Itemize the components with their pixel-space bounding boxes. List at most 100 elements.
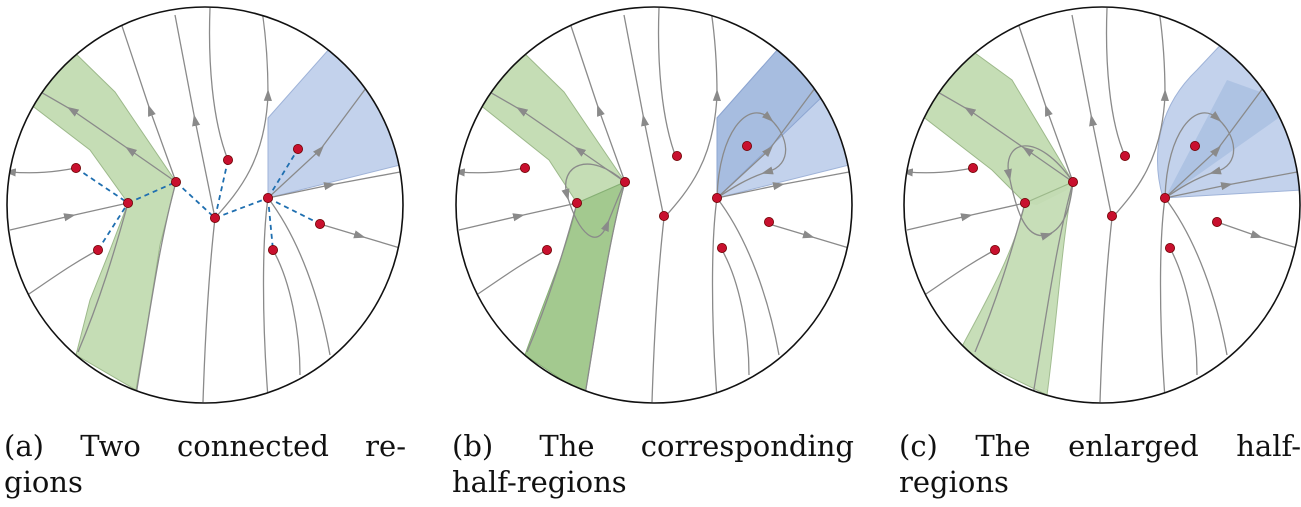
node bbox=[1020, 197, 1031, 208]
node bbox=[520, 162, 531, 173]
flow-line bbox=[1169, 247, 1198, 376]
dashed-edge bbox=[267, 197, 274, 251]
flow-line bbox=[1032, 181, 1074, 396]
caption-b-line1: (b) The corresponding bbox=[452, 429, 854, 463]
green-half-region-upper bbox=[478, 49, 626, 204]
dashed-edge bbox=[267, 148, 299, 199]
flow-line bbox=[456, 167, 526, 177]
flow-line bbox=[1105, 7, 1126, 157]
node bbox=[123, 197, 134, 208]
flow-line bbox=[1111, 9, 1169, 219]
flow-line bbox=[262, 197, 269, 399]
blue-enlarged-region-dark bbox=[1165, 80, 1297, 198]
flow-line bbox=[711, 197, 718, 399]
nodes bbox=[520, 140, 774, 255]
node bbox=[170, 176, 181, 187]
panel-b bbox=[455, 6, 853, 404]
node bbox=[292, 143, 303, 154]
flow-line bbox=[135, 181, 177, 396]
dashed-edges bbox=[75, 148, 321, 251]
flow-line bbox=[267, 197, 331, 356]
flow-line bbox=[174, 14, 216, 219]
flow-line bbox=[916, 79, 1074, 183]
flow-line bbox=[1216, 221, 1298, 249]
flow-line bbox=[904, 167, 974, 177]
flow-line bbox=[7, 167, 77, 177]
node bbox=[711, 192, 722, 203]
flow-line bbox=[468, 79, 626, 183]
caption-b-line2: half-regions bbox=[452, 465, 627, 499]
panel-a bbox=[6, 6, 404, 404]
flow-line bbox=[464, 249, 548, 304]
flow-line bbox=[19, 79, 177, 183]
flow-line bbox=[657, 7, 678, 161]
node bbox=[1119, 150, 1130, 161]
dashed-edge bbox=[97, 202, 129, 251]
flow-line bbox=[1071, 14, 1113, 219]
flow-line bbox=[15, 249, 99, 304]
node bbox=[71, 162, 82, 173]
flow-line bbox=[716, 111, 787, 199]
caption-b: (b) The corresponding half-regions bbox=[452, 428, 854, 500]
panel-c bbox=[903, 6, 1301, 404]
flow-line bbox=[272, 249, 301, 376]
dashed-edge bbox=[214, 159, 229, 219]
dashed-edge bbox=[75, 167, 129, 204]
node bbox=[267, 244, 278, 255]
flow-line bbox=[663, 9, 721, 219]
flow-line bbox=[1164, 171, 1298, 199]
node bbox=[222, 154, 233, 165]
flow-line bbox=[9, 202, 129, 231]
flow-line bbox=[1016, 19, 1074, 183]
node bbox=[1189, 140, 1200, 151]
caption-c-line1: (c) The enlarged half- bbox=[899, 429, 1301, 463]
nodes bbox=[968, 140, 1222, 255]
node bbox=[1106, 210, 1117, 221]
flow-line bbox=[716, 197, 780, 356]
flow-line bbox=[721, 249, 750, 376]
node bbox=[1211, 216, 1222, 227]
node bbox=[968, 162, 979, 173]
caption-a-line2: gions bbox=[4, 465, 83, 499]
caption-a-line1: (a) Two connected re- bbox=[4, 429, 406, 463]
disk-outline bbox=[455, 6, 853, 404]
flow-line bbox=[1164, 111, 1235, 199]
green-half-region-lower bbox=[524, 181, 626, 396]
flow-line bbox=[651, 217, 665, 403]
flow-lines bbox=[904, 7, 1298, 403]
disk-outline bbox=[903, 6, 1301, 404]
flow-line bbox=[1164, 197, 1228, 356]
node bbox=[763, 216, 774, 227]
node bbox=[209, 212, 220, 223]
flow-line bbox=[716, 171, 850, 199]
nodes bbox=[71, 143, 325, 255]
flow-line bbox=[1099, 217, 1113, 403]
flow-line bbox=[267, 79, 373, 199]
caption-c-line2: regions bbox=[899, 465, 1009, 499]
flow-line bbox=[912, 249, 996, 304]
flow-line bbox=[768, 223, 850, 249]
caption-a: (a) Two connected re- gions bbox=[4, 428, 406, 500]
node bbox=[990, 244, 1001, 255]
flow-line bbox=[568, 19, 626, 183]
node bbox=[658, 210, 669, 221]
flow-line bbox=[584, 181, 626, 396]
dashed-edge bbox=[267, 197, 321, 225]
flow-line bbox=[906, 202, 1026, 231]
node bbox=[314, 218, 325, 229]
flow-line bbox=[319, 223, 401, 249]
node bbox=[1067, 176, 1078, 187]
node bbox=[619, 176, 630, 187]
flow-line bbox=[458, 202, 578, 231]
node bbox=[716, 242, 727, 253]
flow-lines bbox=[7, 7, 401, 403]
flow-line bbox=[208, 7, 229, 161]
flow-line bbox=[119, 19, 177, 183]
flow-line bbox=[267, 171, 401, 199]
flow-line bbox=[1003, 145, 1074, 241]
flow-lines bbox=[456, 7, 850, 403]
node bbox=[1164, 242, 1175, 253]
node bbox=[1159, 192, 1170, 203]
flow-line bbox=[77, 202, 129, 353]
